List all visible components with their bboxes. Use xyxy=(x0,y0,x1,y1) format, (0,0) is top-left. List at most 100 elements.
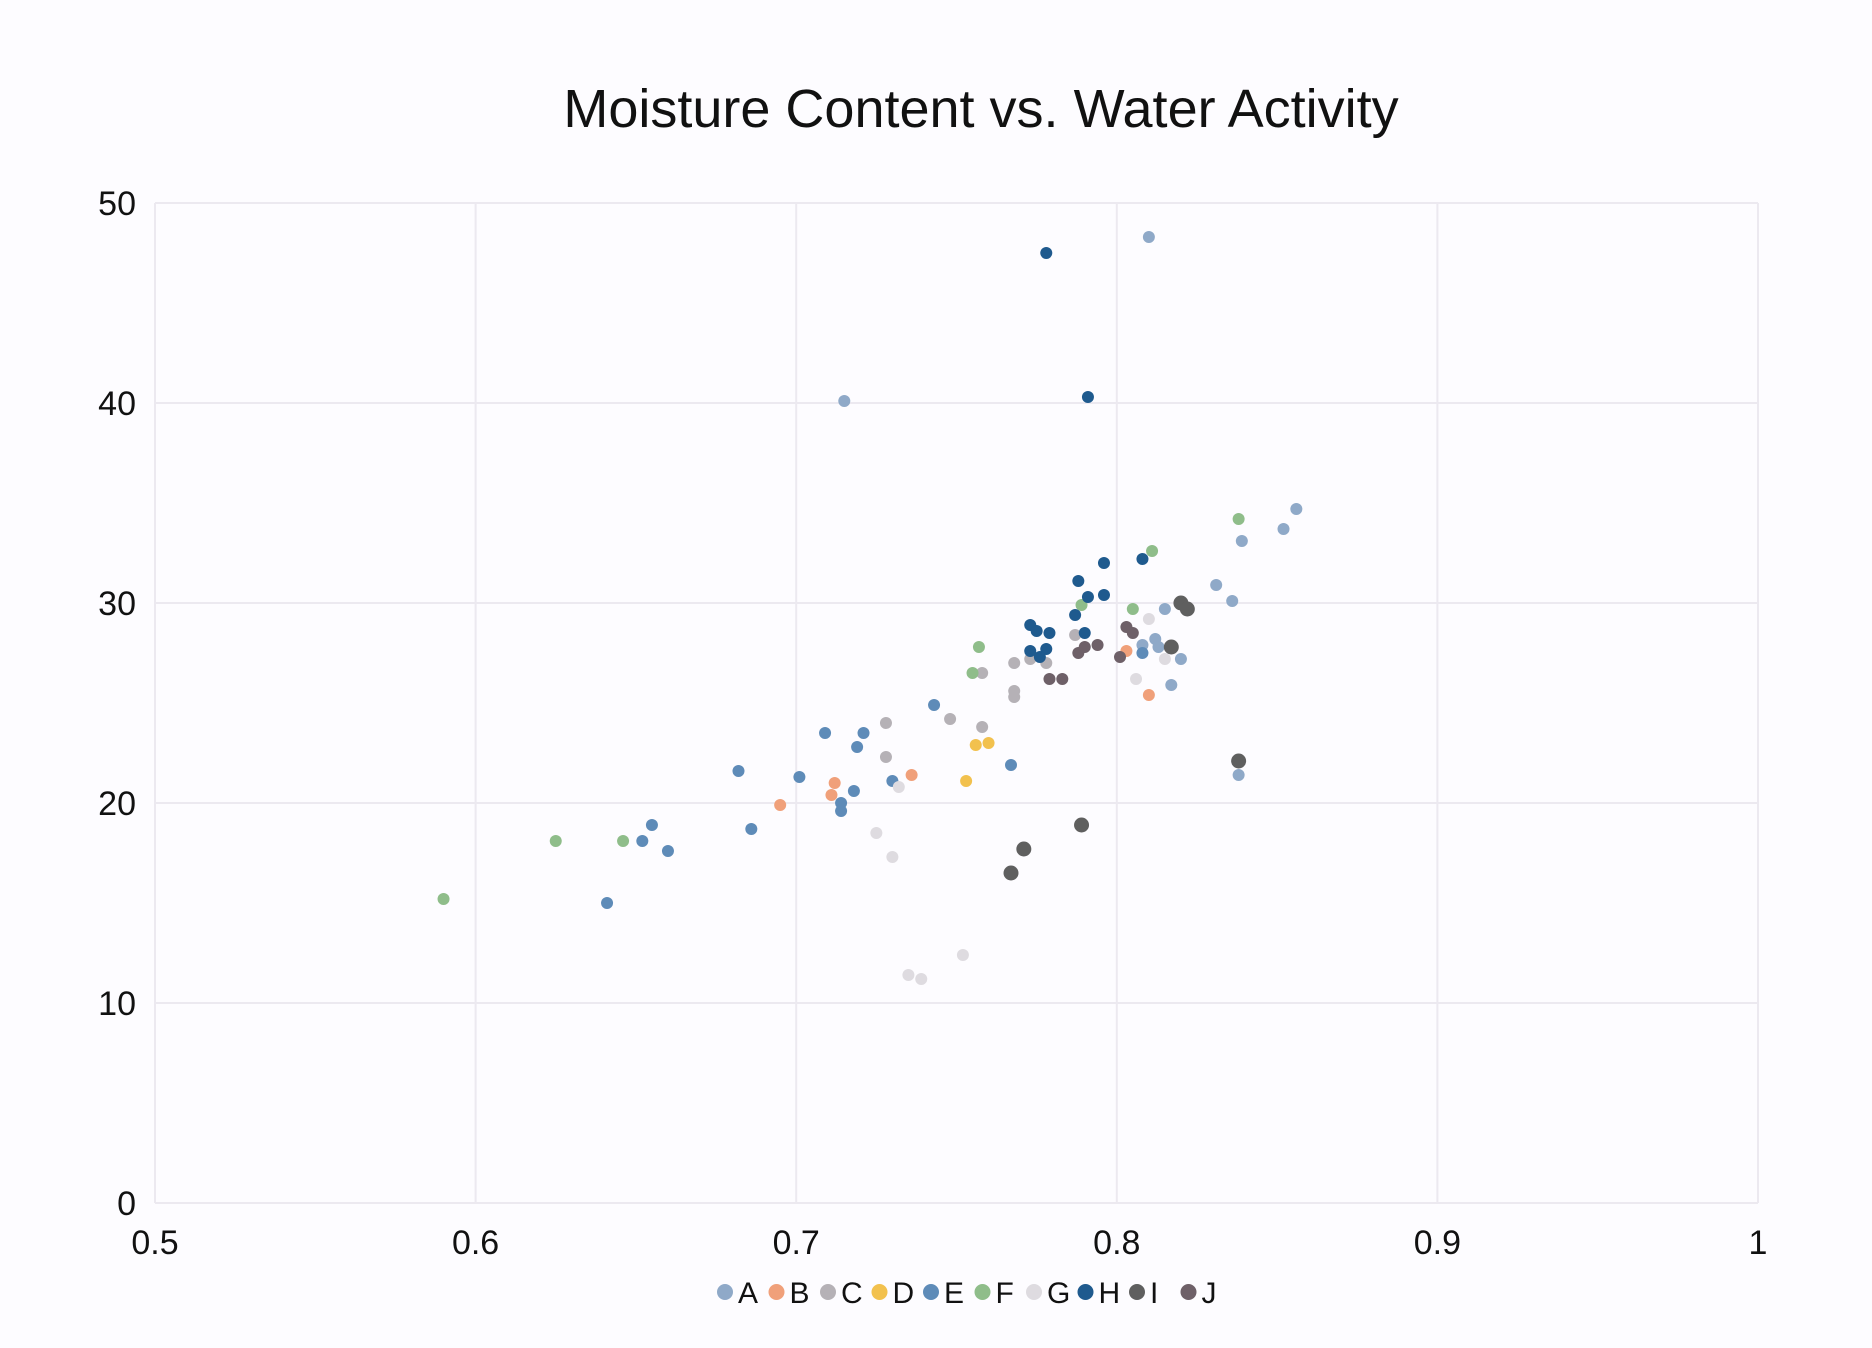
legend-item-F[interactable]: F xyxy=(974,1277,1014,1310)
legend-label: A xyxy=(738,1277,758,1310)
series-A xyxy=(838,231,1303,781)
data-point xyxy=(1078,627,1091,639)
data-point xyxy=(1136,553,1149,565)
series-D xyxy=(960,737,995,787)
data-point xyxy=(835,805,848,817)
series-G xyxy=(870,613,1171,985)
legend-marker xyxy=(820,1284,836,1300)
legend-marker xyxy=(1129,1284,1145,1300)
legend-marker xyxy=(717,1284,733,1300)
data-point xyxy=(976,667,989,679)
data-point xyxy=(956,949,969,961)
data-point xyxy=(1043,673,1056,685)
y-tick-label: 50 xyxy=(98,185,136,223)
legend-marker xyxy=(871,1284,888,1300)
legend-item-I[interactable]: I xyxy=(1129,1277,1158,1310)
data-point xyxy=(732,765,745,777)
data-point xyxy=(886,851,899,863)
data-point xyxy=(1075,599,1088,611)
data-point xyxy=(892,781,905,793)
legend-item-H[interactable]: H xyxy=(1077,1277,1121,1310)
data-point xyxy=(1231,753,1247,769)
y-tick-label: 20 xyxy=(98,785,136,823)
data-point xyxy=(1232,769,1245,781)
x-tick-label: 0.9 xyxy=(1414,1224,1461,1262)
data-point xyxy=(661,845,674,857)
data-point xyxy=(879,717,892,729)
data-point xyxy=(857,727,870,739)
legend-item-A[interactable]: A xyxy=(717,1277,758,1310)
x-tick-label: 0.7 xyxy=(773,1224,820,1262)
data-point xyxy=(774,799,787,811)
legend-item-J[interactable]: J xyxy=(1180,1277,1217,1310)
data-point xyxy=(1146,545,1159,557)
data-point xyxy=(1142,231,1155,243)
data-point xyxy=(1277,523,1290,535)
data-point xyxy=(1030,625,1043,637)
data-point xyxy=(1152,641,1165,653)
data-point xyxy=(928,699,941,711)
legend-item-B[interactable]: B xyxy=(768,1277,810,1310)
data-point xyxy=(1072,647,1085,659)
data-point xyxy=(1033,651,1046,663)
data-point xyxy=(1114,651,1127,663)
legend-label: H xyxy=(1099,1277,1121,1310)
data-point xyxy=(1142,689,1155,701)
x-tick-label: 0.5 xyxy=(131,1224,178,1262)
data-point xyxy=(976,721,989,733)
data-point xyxy=(1005,759,1018,771)
data-point xyxy=(944,713,957,725)
data-point xyxy=(825,789,838,801)
data-point xyxy=(819,727,832,739)
data-point xyxy=(1081,591,1094,603)
legend-label: C xyxy=(841,1277,863,1310)
data-point xyxy=(1056,673,1069,685)
data-point xyxy=(1097,557,1110,569)
data-point xyxy=(1174,653,1187,665)
legend-item-C[interactable]: C xyxy=(820,1277,863,1310)
legend-item-G[interactable]: G xyxy=(1026,1277,1070,1310)
legend-label: B xyxy=(790,1277,810,1310)
legend-item-E[interactable]: E xyxy=(923,1277,964,1310)
data-point xyxy=(966,667,979,679)
data-point xyxy=(1158,603,1171,615)
data-point xyxy=(847,785,860,797)
data-point xyxy=(1136,647,1149,659)
legend-marker xyxy=(768,1284,785,1300)
series-H xyxy=(1024,247,1149,663)
x-tick-label: 1 xyxy=(1749,1224,1768,1262)
legend-item-D[interactable]: D xyxy=(871,1277,915,1310)
data-point xyxy=(1126,603,1139,615)
legend-marker xyxy=(1077,1284,1094,1300)
data-point xyxy=(838,395,851,407)
data-point xyxy=(1158,653,1171,665)
data-point xyxy=(549,835,562,847)
data-point xyxy=(1040,643,1053,655)
data-point xyxy=(1043,627,1056,639)
data-point xyxy=(902,969,915,981)
data-point xyxy=(982,737,995,749)
y-tick-label: 30 xyxy=(98,585,136,623)
data-point xyxy=(969,739,982,751)
series-F xyxy=(437,513,1245,905)
data-point xyxy=(617,835,630,847)
data-point xyxy=(1008,657,1021,669)
legend-label: J xyxy=(1202,1277,1217,1310)
data-point xyxy=(1024,645,1037,657)
legend-label: D xyxy=(893,1277,915,1310)
data-point xyxy=(1210,579,1223,591)
grid-lines xyxy=(154,202,1759,1204)
legend-marker xyxy=(1026,1284,1042,1300)
data-point xyxy=(636,835,649,847)
legend-label: I xyxy=(1150,1277,1158,1310)
legend-marker xyxy=(1180,1284,1197,1300)
data-point xyxy=(1179,601,1195,617)
data-point xyxy=(1163,639,1179,655)
data-point xyxy=(1040,247,1053,259)
data-point xyxy=(745,823,758,835)
y-tick-label: 10 xyxy=(98,985,136,1023)
data-point xyxy=(1165,679,1178,691)
data-point xyxy=(870,827,883,839)
series-I xyxy=(1003,595,1247,881)
